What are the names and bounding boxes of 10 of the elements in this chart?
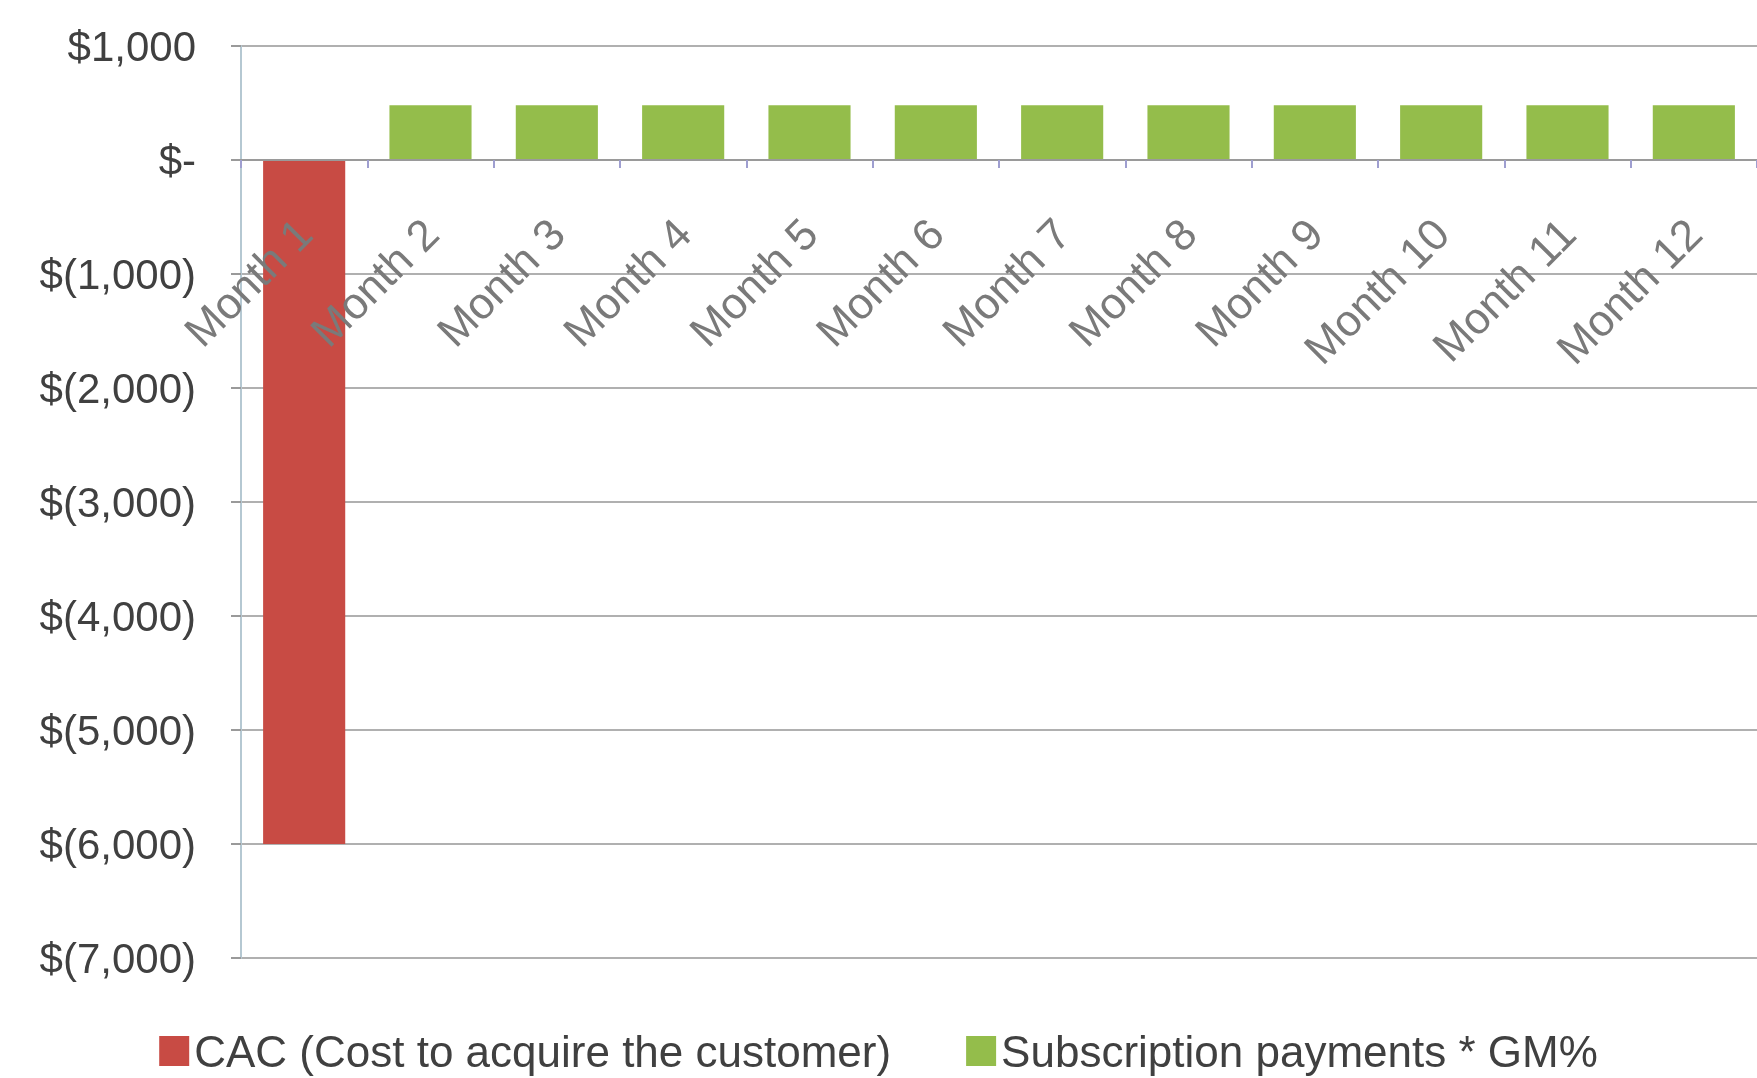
y-tick-label: $(4,000) [39, 592, 196, 640]
legend-label: Subscription payments * GM% [1001, 1026, 1598, 1076]
y-tick-label: $(7,000) [39, 934, 196, 982]
legend-label: CAC (Cost to acquire the customer) [194, 1026, 892, 1076]
y-tick-label: $(2,000) [39, 364, 196, 412]
y-tick-label: $1,000 [67, 22, 196, 70]
y-tick-label: $- [158, 136, 196, 184]
y-tick-label: $(3,000) [39, 478, 196, 526]
y-tick-label: $(5,000) [39, 706, 196, 754]
y-tick-label: $(6,000) [39, 820, 196, 868]
